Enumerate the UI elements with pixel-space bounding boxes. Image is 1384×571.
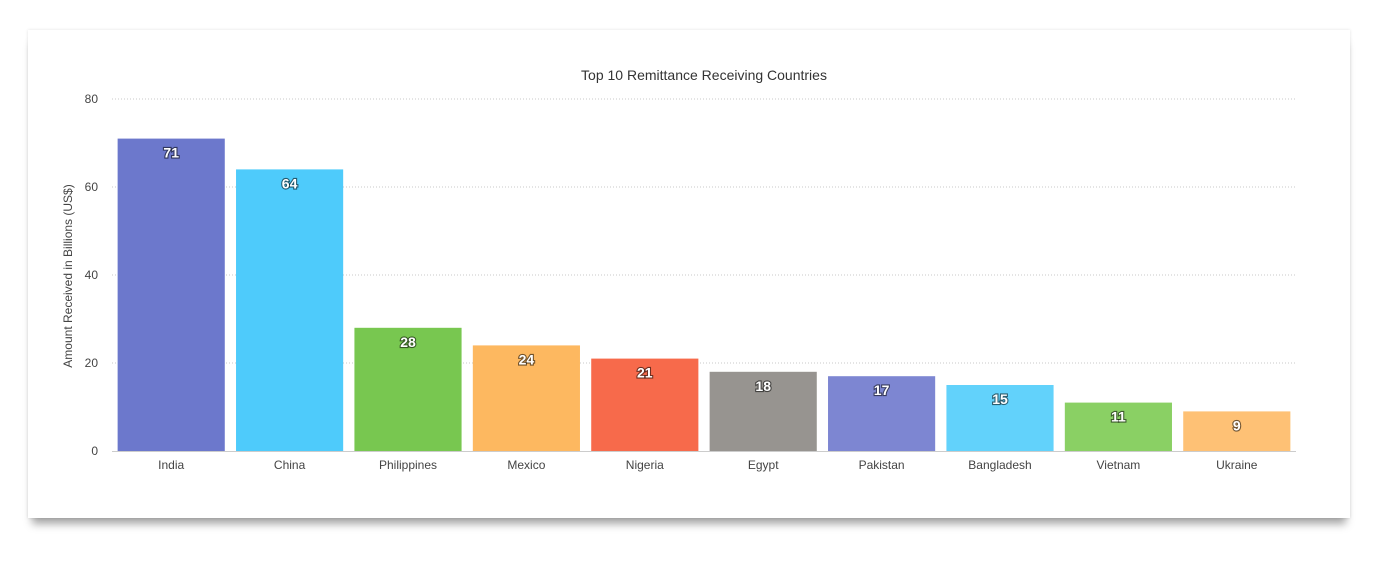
bar-chart: Top 10 Remittance Receiving Countries 0 2… [61,67,1296,472]
data-label: 11 [1111,409,1126,425]
data-label: 28 [400,334,416,350]
chart-title: Top 10 Remittance Receiving Countries [581,67,827,83]
bars [117,138,1291,451]
x-tick-label: Mexico [507,458,545,472]
y-tick-label: 40 [85,268,99,282]
y-axis-ticks: 0 20 40 60 80 [85,92,99,458]
data-label: 21 [637,365,653,381]
bar-mexico[interactable] [472,345,580,451]
data-labels: 71 64 28 24 21 18 17 15 11 9 [162,144,1242,435]
bar-nigeria[interactable] [591,358,699,451]
gridlines [112,98,1296,364]
x-tick-label: China [274,458,306,472]
y-axis-label: Amount Received in Billions (US$) [61,184,75,367]
x-tick-label: India [158,458,184,472]
data-label: 17 [874,382,890,398]
bar-ukraine[interactable] [1183,411,1291,451]
x-axis-ticks: India China Philippines Mexico Nigeria Egypt P… [158,458,1258,472]
x-tick-label: Nigeria [626,458,664,472]
x-tick-label: Vietnam [1096,458,1140,472]
x-tick-label: Bangladesh [968,458,1031,472]
data-label: 15 [992,391,1008,407]
x-tick-label: Egypt [748,458,779,472]
bar-egypt[interactable] [709,371,817,451]
y-tick-label: 20 [85,356,99,370]
data-label: 64 [282,175,298,191]
bar-china[interactable] [236,169,344,451]
chart-card: Top 10 Remittance Receiving Countries 0 2… [28,30,1350,518]
y-tick-label: 80 [85,92,99,106]
bar-philippines[interactable] [354,327,462,451]
data-label: 71 [163,145,179,161]
bar-india[interactable] [117,138,225,451]
data-label: 9 [1233,417,1241,433]
x-tick-label: Pakistan [859,458,905,472]
y-tick-label: 0 [91,444,98,458]
data-label: 24 [519,351,535,367]
x-tick-label: Philippines [379,458,437,472]
x-tick-label: Ukraine [1216,458,1258,472]
data-label: 18 [755,378,771,394]
y-tick-label: 60 [85,180,99,194]
bar-vietnam[interactable] [1064,402,1172,451]
bar-pakistan[interactable] [828,376,936,451]
bar-bangladesh[interactable] [946,385,1054,451]
